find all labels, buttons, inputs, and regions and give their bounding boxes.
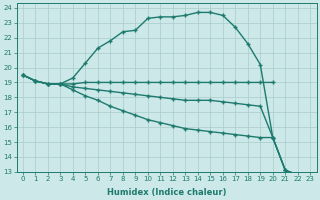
X-axis label: Humidex (Indice chaleur): Humidex (Indice chaleur) <box>107 188 226 197</box>
